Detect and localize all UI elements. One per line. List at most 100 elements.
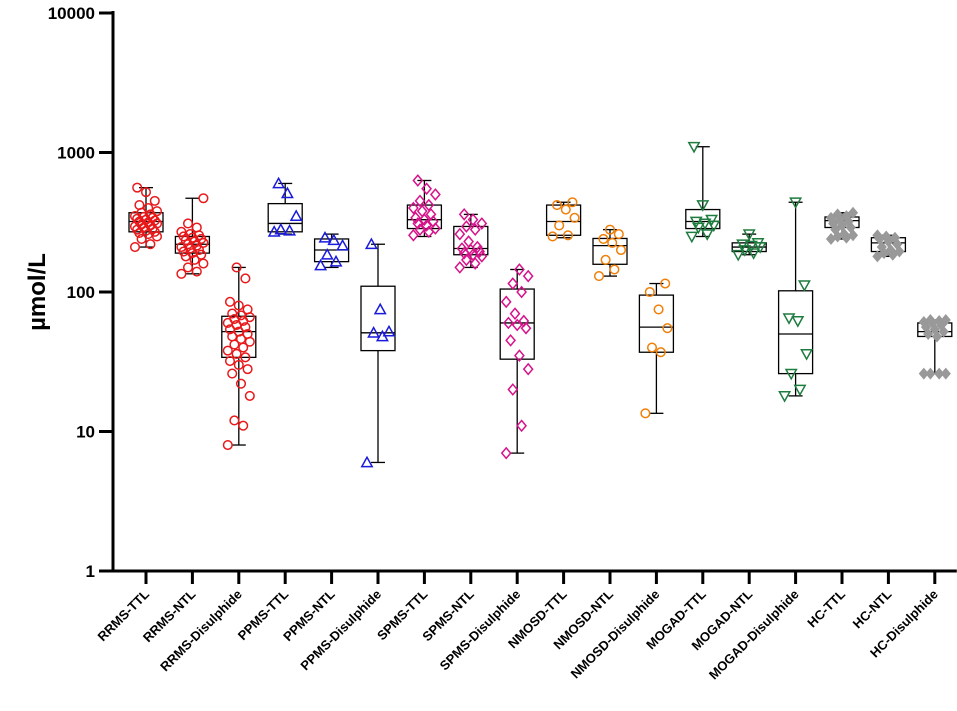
data-point <box>233 359 244 370</box>
data-point <box>132 182 143 193</box>
x-tick-label-mogad-disulphide: MOGAD-Disulphide <box>706 587 802 683</box>
data-point <box>198 193 209 204</box>
box-mogad-ntl <box>731 229 767 262</box>
data-point <box>129 242 141 253</box>
x-tick-label-nmosd-disulphide: NMOSD-Disulphide <box>568 587 663 682</box>
data-point <box>474 245 486 258</box>
data-point <box>418 213 430 227</box>
data-point <box>476 250 488 263</box>
data-point <box>318 230 332 243</box>
data-point <box>662 323 673 334</box>
data-point <box>229 415 240 426</box>
data-point <box>364 237 378 250</box>
data-point <box>551 200 563 211</box>
box-ppms-disulphide <box>360 237 396 468</box>
data-point <box>516 419 528 433</box>
data-point <box>421 182 433 196</box>
data-point <box>744 240 758 253</box>
data-point <box>615 244 627 256</box>
box-spms-ttl <box>406 174 443 242</box>
data-point <box>940 367 951 380</box>
data-point <box>176 226 187 237</box>
y-axis: 1 10 100 1000 10000 <box>48 4 115 581</box>
data-point <box>698 218 712 231</box>
data-point <box>373 302 387 315</box>
data-point <box>696 200 710 212</box>
data-point <box>454 227 466 241</box>
data-point <box>507 277 519 290</box>
data-point <box>660 278 671 289</box>
data-point <box>151 231 163 242</box>
data-point <box>458 208 470 221</box>
data-point <box>569 212 580 223</box>
data-point <box>460 220 472 233</box>
data-point <box>233 300 244 311</box>
data-point <box>467 213 479 227</box>
data-point <box>789 197 803 209</box>
box-spms-disulphide <box>499 263 535 460</box>
data-point <box>227 331 238 342</box>
data-point <box>560 204 571 215</box>
data-point <box>423 198 435 212</box>
data-point <box>700 229 714 241</box>
data-point <box>705 214 719 227</box>
data-point <box>274 222 288 235</box>
box-hc-ttl <box>824 206 860 245</box>
data-point <box>143 202 154 214</box>
data-point <box>600 254 611 265</box>
data-point <box>231 262 242 273</box>
data-point <box>191 222 202 233</box>
data-point <box>149 195 160 206</box>
data-point <box>227 308 238 319</box>
data-point <box>940 314 951 326</box>
data-point <box>140 187 152 198</box>
data-point <box>134 200 145 211</box>
data-point <box>151 206 163 217</box>
data-point <box>655 347 666 358</box>
data-point <box>227 368 238 379</box>
data-point <box>224 296 236 307</box>
box-nmosd-ntl <box>592 224 628 282</box>
iqr-box <box>545 204 582 236</box>
box-mogad-ttl <box>685 141 721 244</box>
data-point <box>800 348 814 361</box>
data-point <box>456 242 468 255</box>
data-point <box>191 266 202 277</box>
data-point <box>934 367 945 380</box>
data-point <box>463 235 475 248</box>
data-point <box>925 314 936 326</box>
data-point <box>747 248 761 260</box>
data-point <box>925 367 936 380</box>
data-point <box>182 262 194 273</box>
data-point <box>513 349 525 362</box>
data-point <box>736 239 750 251</box>
data-point <box>454 261 466 274</box>
x-tick-label-spms-disulphide: SPMS-Disulphide <box>437 587 524 674</box>
data-point <box>554 220 565 231</box>
data-point <box>327 233 341 246</box>
data-point <box>240 352 251 363</box>
data-point <box>881 230 892 243</box>
data-point <box>604 224 616 235</box>
iqr-box <box>360 285 396 352</box>
data-point <box>314 258 328 271</box>
data-point <box>242 304 253 315</box>
data-point <box>235 378 247 389</box>
box-hc-ntl <box>870 229 907 263</box>
iqr-box <box>777 290 814 375</box>
data-point <box>562 230 574 241</box>
x-tick-label-hc-ttl: HC-TTL <box>804 586 848 630</box>
data-point <box>778 390 792 403</box>
data-point <box>222 345 233 356</box>
data-point <box>685 231 699 244</box>
data-point <box>522 269 534 283</box>
data-point <box>367 326 381 338</box>
data-point <box>224 355 236 367</box>
data-point <box>176 268 187 279</box>
data-point <box>502 316 514 330</box>
data-point <box>742 229 756 241</box>
data-point <box>507 383 519 396</box>
data-point <box>522 362 534 376</box>
x-tick-label-hc-ntl: HC-NTL <box>850 586 895 631</box>
data-point <box>847 206 859 219</box>
